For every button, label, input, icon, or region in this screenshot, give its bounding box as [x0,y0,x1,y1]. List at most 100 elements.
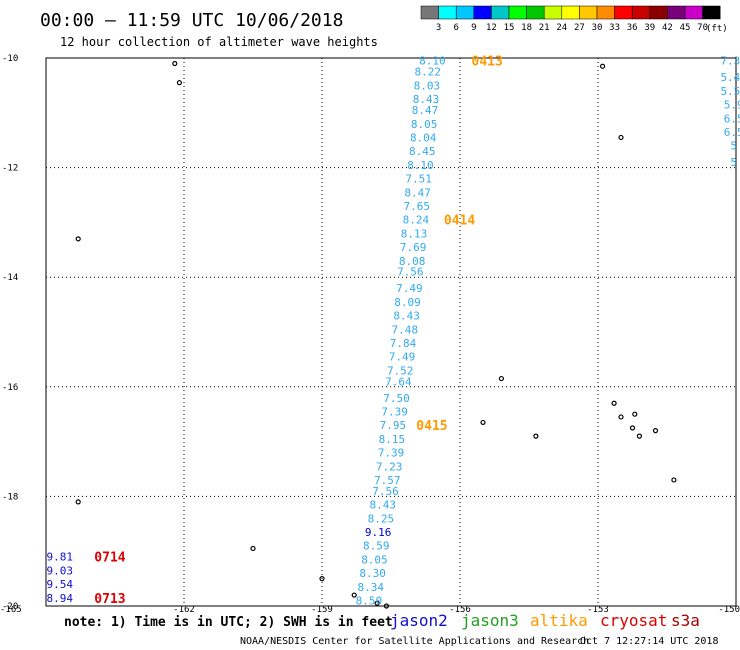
wave-height-point: 8.04 [410,131,437,144]
time-labels: 0413 0414 0415 0714 0713 [94,55,503,607]
island-outline [629,425,636,431]
island-outline [75,499,81,505]
plot-frame [45,57,737,607]
island-outline [480,419,486,426]
time-label: 0413 [472,55,503,70]
wave-height-point: 8.10 [407,159,434,172]
color-scale-swatch [420,5,439,20]
x-tick-label: -165 [0,605,22,615]
wave-height-point: 5 [730,140,737,153]
island-outline [611,400,617,406]
island-outline [319,575,325,582]
x-tick-label: -153 [587,605,609,615]
color-scale-tick: 12 [486,23,497,33]
island-outline [351,592,357,598]
wave-height-point: 6.5 [724,126,740,139]
color-scale-swatch [561,5,580,20]
wave-height-point: 8.94 [47,592,74,605]
wave-height-point: 7.39 [378,447,405,460]
wave-height-point: 5.47 [720,71,740,84]
x-tick-label: -150 [718,605,740,615]
wave-height-point: 8.24 [403,214,430,227]
wave-height-point: 7.95 [380,419,407,432]
color-scale-tick: 21 [539,23,550,33]
wave-height-point: 8.10 [419,55,446,68]
color-scale-tick: 30 [592,23,603,33]
legend-item-s3a: s3a [671,611,700,630]
wave-height-point: 8.22 [415,66,442,79]
wave-height-point: 8.30 [359,567,386,580]
time-label: 0714 [94,551,125,566]
wave-height-point: 8.43 [369,499,396,512]
island-outline [383,603,389,609]
color-scale-swatch [631,5,651,20]
wave-height-point: 8.05 [411,118,438,131]
island-outline [618,414,624,420]
wave-height-point: 7.52 [387,364,414,377]
footer-timestamp: Oct 7 12:27:14 UTC 2018 [580,636,718,647]
wave-height-point: 8.43 [413,93,440,106]
legend-item-altika: altika [530,611,588,630]
chart-title: 00:00 – 11:59 UTC 10/06/2018 [40,10,343,31]
footer-note: note: 1) Time is in UTC; 2) SWH is in fe… [64,615,393,630]
time-label: 0713 [94,592,125,607]
island-outline [652,428,659,434]
time-label: 0414 [444,214,475,229]
wave-height-point: 9.03 [47,564,74,577]
wave-height-point: 8.50 [356,595,383,608]
color-scale-swatch [508,5,527,20]
x-tick-label: -159 [311,605,333,615]
color-scale-swatch [491,5,510,20]
color-scale-tick: 9 [471,23,476,33]
y-tick-label: -12 [2,164,18,174]
wave-height-point: 7.84 [390,337,417,350]
color-scale-swatch [649,5,668,20]
color-scale-tick: 3 [436,23,441,33]
wave-height-point: 5.9 [724,99,740,112]
color-scale-tick: 36 [627,23,638,33]
color-scale-tick: 42 [662,23,673,33]
satellite-legend: jason2 jason3 altika cryosat s3a [390,611,700,630]
island-outline [172,60,178,67]
gridlines [46,58,736,606]
color-scale-swatch [455,5,475,20]
wave-height-point: 8.25 [368,512,395,525]
color-scale-swatch [526,5,545,20]
wave-height-point: 7.56 [372,485,399,498]
island-outline [533,433,539,439]
y-tick-label: -10 [2,54,18,64]
wave-height-point: 8.47 [404,186,431,199]
island-outline [75,236,81,242]
y-tick-label: -20 [2,602,18,612]
island-outline [250,545,256,552]
wave-height-point: 7.30 [720,55,740,68]
color-scale-swatch [596,5,615,20]
color-scale-swatch [579,5,598,20]
color-scale-swatch [667,5,686,20]
wave-height-point: 8.15 [379,433,406,446]
wave-height-point: 7.23 [376,460,403,473]
footer-credit: NOAA/NESDIS Center for Satellite Applica… [240,636,589,647]
data-points: 8.108.228.038.438.478.058.048.458.107.51… [47,55,740,608]
island-outline [498,375,504,382]
time-label: 0415 [416,419,447,434]
island-outline [618,134,624,141]
wave-height-point: 7.65 [404,200,431,213]
wave-height-point: 7.39 [381,405,408,418]
color-scale-swatch [614,5,633,20]
island-outline [374,600,380,606]
wave-height-point: 8.08 [399,255,426,268]
color-scale-bar: 3 6 9 12 15 18 21 24 27 30 33 36 39 42 45 70 [420,5,721,33]
wave-height-point: 6.5 [724,112,740,125]
wave-height-point: 8.05 [361,553,388,566]
color-scale-tick: 24 [556,23,567,33]
color-scale-swatch [473,5,492,20]
y-tick-label: -14 [2,273,18,283]
wave-height-point: 7.57 [374,474,401,487]
legend-item-cryosat: cryosat [600,611,667,630]
island-outline [599,63,606,69]
wave-height-point: 7.48 [392,323,419,336]
island-outline [671,477,677,483]
